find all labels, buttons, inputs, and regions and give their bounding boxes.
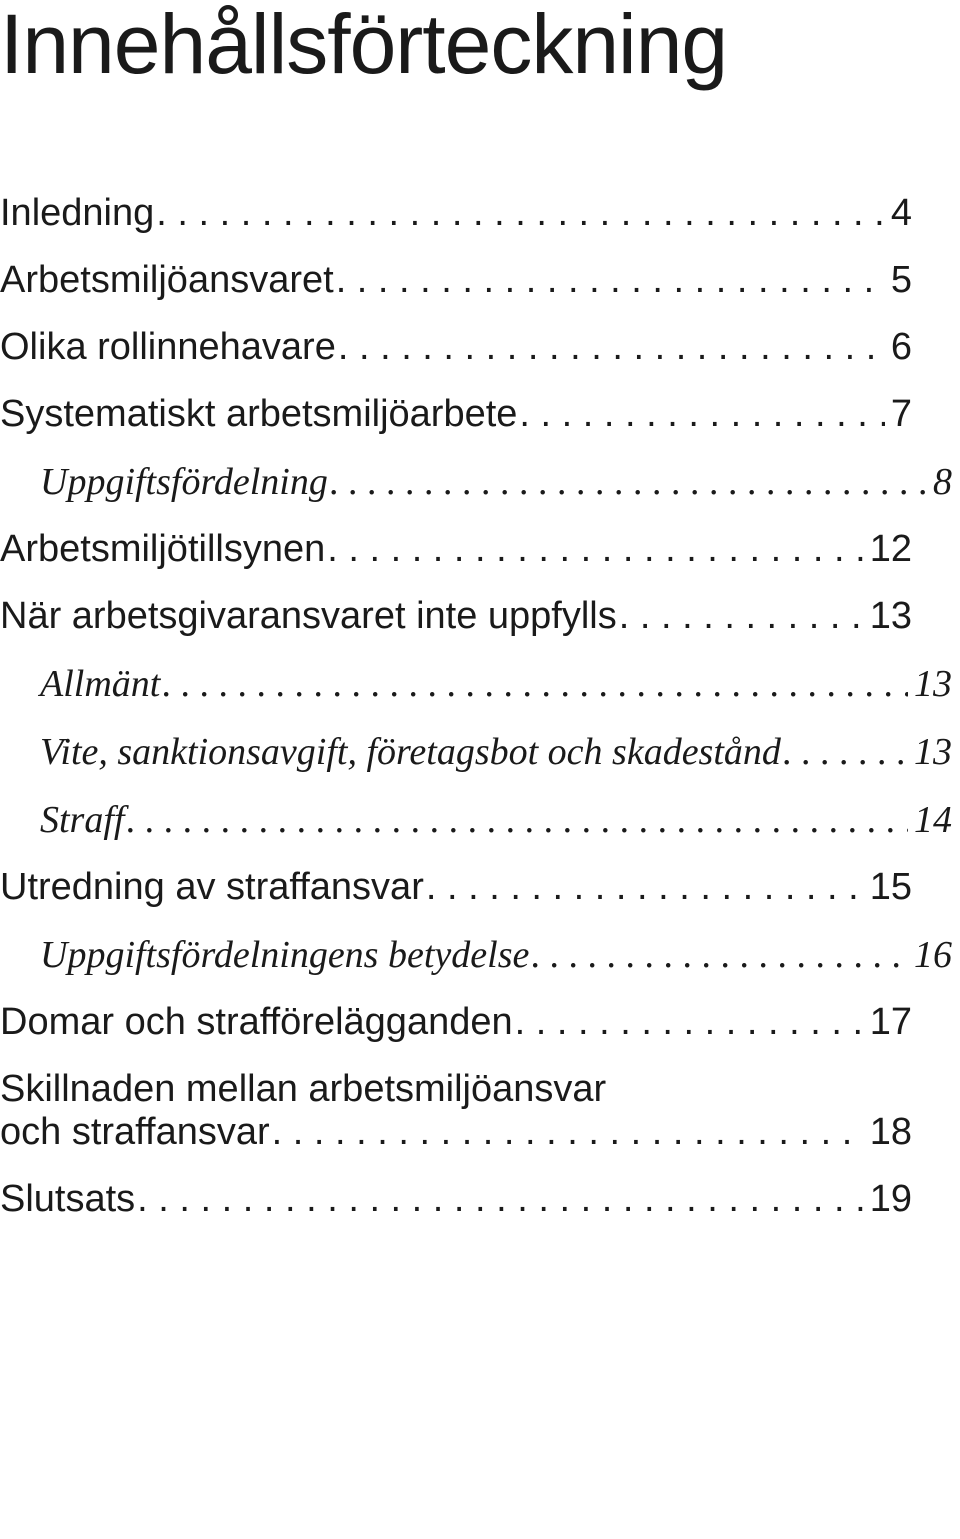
- toc-label: Uppgiftsfördelningens betydelse: [40, 933, 529, 977]
- toc-leader: . . . . . . . . . . . . . . . . . . . . …: [338, 326, 885, 369]
- toc-entry: Domar och strafförelägganden . . . . . .…: [0, 1001, 912, 1044]
- toc-leader: . . . . . . . . . . . . . . . . . . . . …: [426, 866, 864, 909]
- toc-leader: . . . . . . . . . . . . . . . . . . . . …: [137, 1178, 864, 1221]
- toc-page-number: 13: [910, 662, 952, 706]
- toc-page-number: 15: [866, 866, 912, 909]
- toc-entry: Olika rollinnehavare . . . . . . . . . .…: [0, 326, 912, 369]
- toc-page-number: 13: [910, 730, 952, 774]
- toc-label: Olika rollinnehavare: [0, 326, 336, 369]
- toc-leader: . . . . . . . . . . . . . . . . . . . . …: [330, 460, 927, 504]
- toc-page-number: 16: [910, 933, 952, 977]
- toc-page-number: 13: [866, 595, 912, 638]
- toc-label: Inledning: [0, 192, 154, 235]
- toc-page-number: 18: [866, 1111, 912, 1154]
- toc-label: Vite, sanktionsavgift, företagsbot och s…: [40, 730, 781, 774]
- toc-entry: När arbetsgivaransvaret inte uppfylls . …: [0, 595, 912, 638]
- toc-entry: Systematiskt arbetsmiljöarbete . . . . .…: [0, 393, 912, 436]
- toc-page-number: 5: [887, 259, 912, 302]
- toc-leader: . . . . . . . . . . . . . . . . . . . . …: [519, 393, 884, 436]
- toc-label: Arbetsmiljöansvaret: [0, 259, 334, 302]
- toc-entry: Utredning av straffansvar . . . . . . . …: [0, 866, 912, 909]
- toc-subentry: Uppgiftsfördelning . . . . . . . . . . .…: [0, 460, 952, 504]
- toc-entry: Inledning . . . . . . . . . . . . . . . …: [0, 192, 912, 235]
- toc-leader: . . . . . . . . . . . . . . . . . . . . …: [336, 259, 885, 302]
- toc-label: Utredning av straffansvar: [0, 866, 424, 909]
- document-page: Innehållsförteckning Inledning . . . . .…: [0, 0, 960, 1539]
- toc-subentry: Uppgiftsfördelningens betydelse . . . . …: [0, 933, 952, 977]
- toc-page-number: 14: [910, 798, 952, 842]
- toc-entry: Slutsats . . . . . . . . . . . . . . . .…: [0, 1178, 912, 1221]
- toc-label: Arbetsmiljötillsynen: [0, 528, 325, 571]
- toc-leader: . . . . . . . . . . . . . . . . . . . . …: [162, 662, 908, 706]
- toc-label: Allmänt: [40, 662, 160, 706]
- toc-label-line1: Skillnaden mellan arbetsmiljöansvar: [0, 1068, 912, 1111]
- toc-leader: . . . . . . . . . . . . . . . . . . . . …: [531, 933, 908, 977]
- toc-page-number: 17: [866, 1001, 912, 1044]
- toc-subentry: Straff . . . . . . . . . . . . . . . . .…: [0, 798, 952, 842]
- toc-subentry: Vite, sanktionsavgift, företagsbot och s…: [0, 730, 952, 774]
- toc-label: Systematiskt arbetsmiljöarbete: [0, 393, 517, 436]
- toc-leader: . . . . . . . . . . . . . . . . . . . . …: [156, 192, 885, 235]
- toc-leader: . . . . . . . . . . . . . . . . . . . . …: [126, 798, 908, 842]
- toc-page-number: 7: [887, 393, 912, 436]
- toc-entry-multiline: Skillnaden mellan arbetsmiljöansvar och …: [0, 1068, 912, 1154]
- toc-leader: . . . . . . . . . . . . . . . . . . . . …: [619, 595, 864, 638]
- toc-page-number: 8: [929, 460, 952, 504]
- toc-label-line2: och straffansvar: [0, 1111, 270, 1154]
- toc-leader: . . . . . . . . . . . . . . . . . . . . …: [783, 730, 908, 774]
- toc-page-number: 4: [887, 192, 912, 235]
- toc-page-number: 19: [866, 1178, 912, 1221]
- toc-page-number: 6: [887, 326, 912, 369]
- toc-label: Slutsats: [0, 1178, 135, 1221]
- toc-leader: . . . . . . . . . . . . . . . . . . . . …: [272, 1111, 864, 1154]
- toc-leader: . . . . . . . . . . . . . . . . . . . . …: [515, 1001, 864, 1044]
- toc-label: När arbetsgivaransvaret inte uppfylls: [0, 595, 617, 638]
- toc-label: Uppgiftsfördelning: [40, 460, 328, 504]
- toc-label: Straff: [40, 798, 124, 842]
- toc-entry: Arbetsmiljötillsynen . . . . . . . . . .…: [0, 528, 912, 571]
- toc-page-number: 12: [866, 528, 912, 571]
- toc-entry: Arbetsmiljöansvaret . . . . . . . . . . …: [0, 259, 912, 302]
- toc-subentry: Allmänt . . . . . . . . . . . . . . . . …: [0, 662, 952, 706]
- page-title: Innehållsförteckning: [0, 0, 912, 168]
- toc-leader: . . . . . . . . . . . . . . . . . . . . …: [327, 528, 863, 571]
- toc-label: Domar och strafförelägganden: [0, 1001, 513, 1044]
